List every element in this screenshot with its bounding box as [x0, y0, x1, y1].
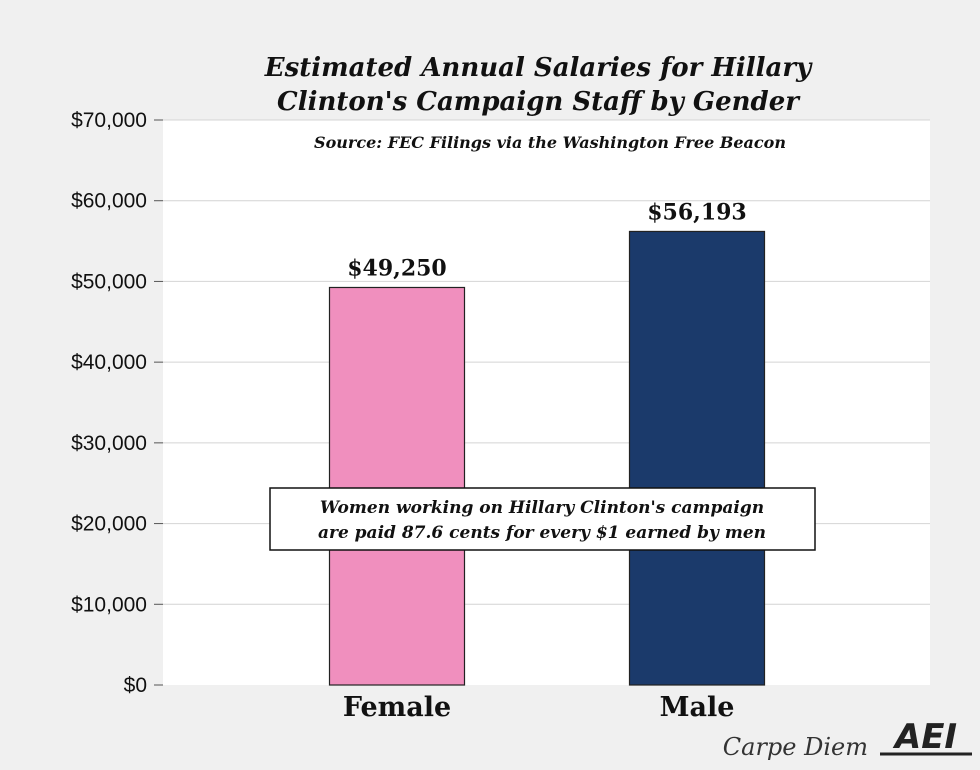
x-axis: Female Male [343, 692, 735, 723]
x-category-label: Male [660, 692, 735, 723]
y-tick-label: $10,000 [71, 593, 147, 616]
bar-female [328, 286, 466, 686]
y-tick-label: $40,000 [71, 351, 147, 374]
y-tick-label: $20,000 [71, 513, 147, 536]
y-tick-label: $70,000 [71, 109, 147, 132]
plot-area [163, 120, 930, 685]
y-tick-label: $30,000 [71, 432, 147, 455]
bars: $49,250 $56,193 [328, 199, 766, 686]
chart-title-line-2: Clinton's Campaign Staff by Gender [277, 87, 801, 117]
data-label-male: $56,193 [647, 199, 747, 225]
data-label-female: $49,250 [347, 255, 447, 281]
x-category-label: Female [343, 692, 451, 723]
annotation-line-1: Women working on Hillary Clinton's campa… [320, 498, 764, 518]
chart-title-line-1: Estimated Annual Salaries for Hillary [264, 53, 813, 83]
annotation-line-2: are paid 87.6 cents for every $1 earned … [318, 523, 766, 543]
chart-subtitle: Source: FEC Filings via the Washington F… [314, 133, 786, 152]
aei-logo: AEI [880, 717, 972, 757]
annotation-border [269, 487, 816, 551]
y-tick-label: $60,000 [71, 190, 147, 213]
y-axis: $0 $10,000 $20,000 $30,000 $40,000 $50,000 $60… [71, 109, 163, 697]
bar-male [628, 230, 766, 686]
logo-text: AEI [892, 717, 957, 757]
y-tick-label: $0 [124, 674, 147, 697]
annotation-box: Women working on Hillary Clinton's campa… [269, 487, 816, 551]
credit-text: Carpe Diem [723, 733, 868, 761]
y-tick-label: $50,000 [71, 270, 147, 293]
